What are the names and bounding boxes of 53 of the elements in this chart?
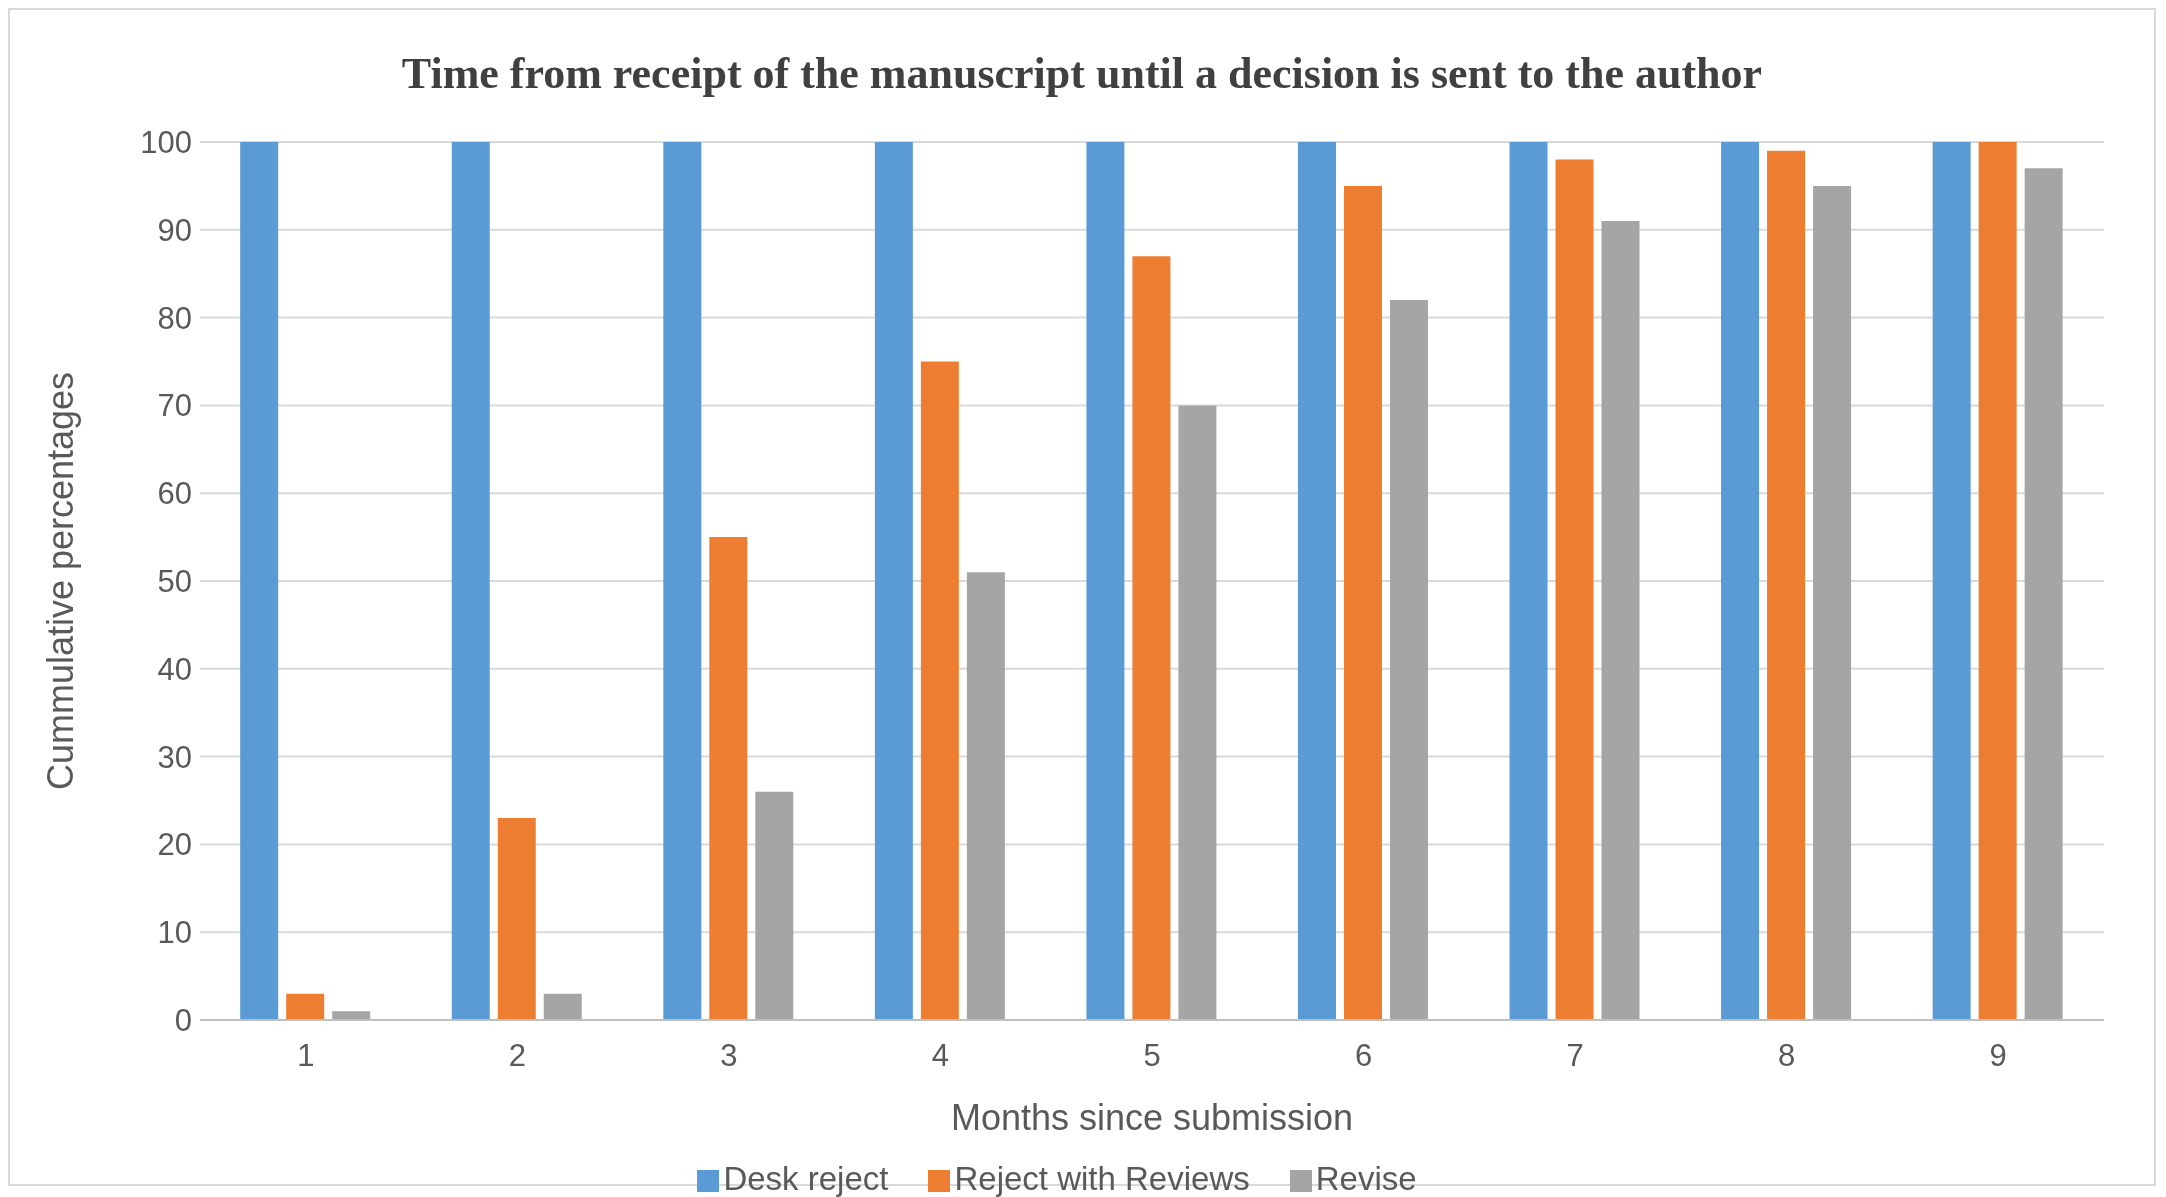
bar <box>240 142 279 1020</box>
bar <box>451 142 490 1020</box>
bar <box>663 142 702 1020</box>
bar <box>286 993 325 1020</box>
bar <box>1978 142 2017 1020</box>
legend-label: Revise <box>1315 1160 1417 1197</box>
bar <box>1178 405 1217 1020</box>
y-tick-label: 80 <box>157 300 192 336</box>
bar <box>1343 185 1382 1020</box>
y-tick-label: 30 <box>157 739 192 775</box>
bar <box>1601 221 1640 1020</box>
bar <box>1767 150 1806 1020</box>
bar <box>755 791 794 1020</box>
y-tick-label: 0 <box>174 1003 192 1039</box>
y-tick-label: 50 <box>157 564 192 600</box>
chart-title: Time from receipt of the manuscript until a decision is sent to the author <box>401 49 1763 98</box>
bar <box>1132 256 1171 1020</box>
bar <box>709 537 748 1020</box>
x-tick-label: 3 <box>720 1038 738 1074</box>
bar <box>1086 142 1125 1020</box>
bar <box>1389 300 1428 1020</box>
x-tick-label: 8 <box>1778 1038 1796 1074</box>
bar <box>543 993 582 1020</box>
bar <box>1555 159 1594 1020</box>
x-axis-title: Months since submission <box>950 1097 1354 1138</box>
x-tick-label: 1 <box>297 1038 315 1074</box>
x-tick-label: 2 <box>508 1038 526 1074</box>
bar <box>1721 142 1760 1020</box>
x-tick-label: 6 <box>1354 1038 1373 1074</box>
bar <box>966 572 1005 1020</box>
x-tick-label: 7 <box>1566 1038 1584 1074</box>
legend-label: Desk reject <box>723 1160 889 1197</box>
bar <box>332 1011 371 1020</box>
x-tick-label: 4 <box>931 1038 950 1074</box>
x-tick-label: 5 <box>1143 1038 1161 1074</box>
bar <box>1813 185 1852 1020</box>
legend-label: Reject with Reviews <box>954 1160 1250 1197</box>
y-axis-title: Cummulative percentages <box>39 371 81 791</box>
y-tick-label: 60 <box>157 476 192 512</box>
bar <box>497 818 536 1020</box>
bar <box>874 142 913 1020</box>
bar <box>1509 142 1548 1020</box>
y-tick-label: 10 <box>157 915 192 951</box>
y-tick-label: 90 <box>157 212 192 248</box>
bar <box>1297 142 1336 1020</box>
y-tick-label: 40 <box>157 651 192 687</box>
y-tick-label: 20 <box>157 827 192 863</box>
bar <box>1932 142 1971 1020</box>
bar <box>920 361 959 1020</box>
y-tick-label: 70 <box>157 388 192 424</box>
bar <box>2024 168 2063 1020</box>
x-tick-label: 9 <box>1989 1038 2007 1074</box>
y-tick-label: 100 <box>140 125 192 161</box>
